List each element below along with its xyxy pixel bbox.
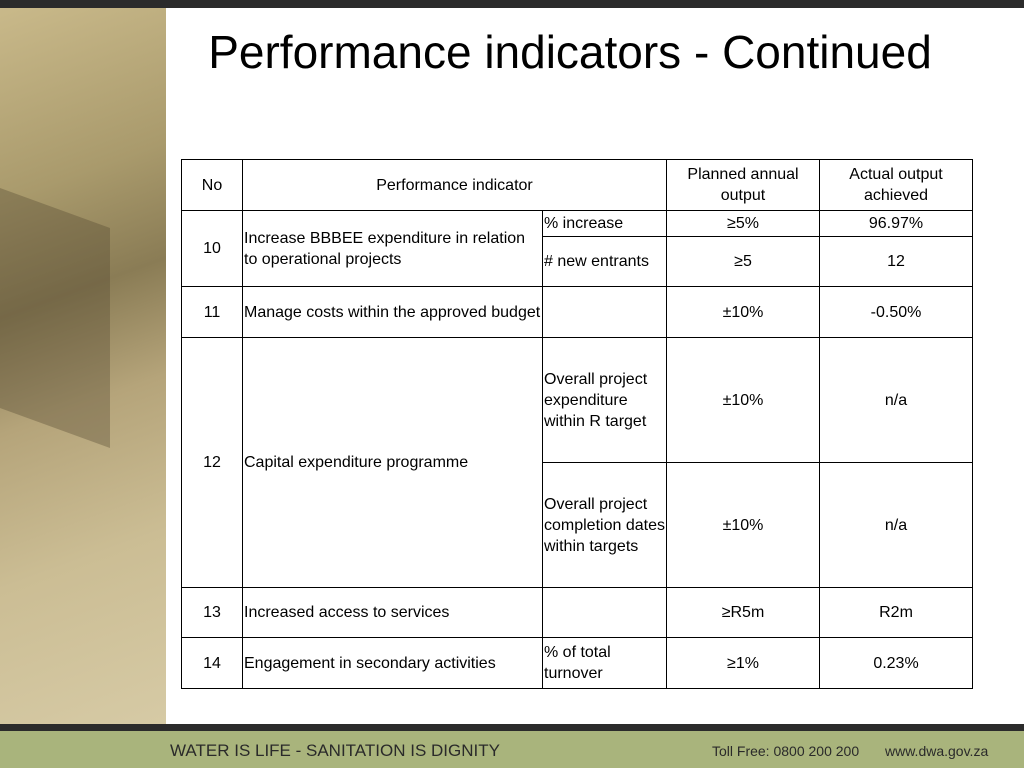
- footer-website: www.dwa.gov.za: [885, 743, 989, 759]
- planned-cell: ≥5%: [666, 210, 820, 237]
- indicator-cell: Manage costs within the approved budget: [242, 286, 543, 338]
- planned-cell: ≥1%: [666, 637, 820, 689]
- measure-cell: [542, 587, 667, 638]
- footer: WATER IS LIFE - SANITATION IS DIGNITY To…: [0, 731, 1024, 768]
- planned-cell: ≥R5m: [666, 587, 820, 638]
- actual-cell: -0.50%: [819, 286, 973, 338]
- side-shadow: [0, 187, 110, 449]
- measure-cell: % increase: [542, 210, 667, 237]
- actual-cell: 0.23%: [819, 637, 973, 689]
- measure-cell: [542, 286, 667, 338]
- slide-title: Performance indicators - Continued: [208, 26, 932, 78]
- no-cell: 14: [181, 637, 243, 689]
- footer-bar: [0, 724, 1024, 731]
- indicator-table: No Performance indicator Planned annual ou…: [181, 159, 973, 689]
- measure-cell: Overall project expenditure within R tar…: [542, 337, 667, 463]
- planned-cell: ±10%: [666, 462, 820, 588]
- header-cell: No: [181, 159, 243, 211]
- measure-cell: Overall project completion dates within …: [542, 462, 667, 588]
- no-cell: 13: [181, 587, 243, 638]
- indicator-cell: Increase BBBEE expenditure in relation t…: [242, 210, 543, 287]
- header-cell: Performance indicator: [242, 159, 667, 211]
- indicator-cell: Increased access to services: [242, 587, 543, 638]
- no-cell: 11: [181, 286, 243, 338]
- top-bar: [0, 0, 1024, 8]
- side-image: [0, 8, 166, 724]
- footer-slogan: WATER IS LIFE - SANITATION IS DIGNITY: [170, 741, 500, 760]
- actual-cell: 12: [819, 236, 973, 287]
- planned-cell: ≥5: [666, 236, 820, 287]
- footer-phone: Toll Free: 0800 200 200: [712, 743, 860, 759]
- indicator-cell: Engagement in secondary activities: [242, 637, 543, 689]
- measure-cell: % of total turnover: [542, 637, 667, 689]
- actual-cell: R2m: [819, 587, 973, 638]
- indicator-cell: Capital expenditure programme: [242, 337, 543, 588]
- planned-cell: ±10%: [666, 337, 820, 463]
- actual-cell: n/a: [819, 337, 973, 463]
- measure-cell: # new entrants: [542, 236, 667, 287]
- header-cell: Actual output achieved: [819, 159, 973, 211]
- planned-cell: ±10%: [666, 286, 820, 338]
- header-cell: Planned annual output: [666, 159, 820, 211]
- actual-cell: 96.97%: [819, 210, 973, 237]
- actual-cell: n/a: [819, 462, 973, 588]
- no-cell: 12: [181, 337, 243, 588]
- no-cell: 10: [181, 210, 243, 287]
